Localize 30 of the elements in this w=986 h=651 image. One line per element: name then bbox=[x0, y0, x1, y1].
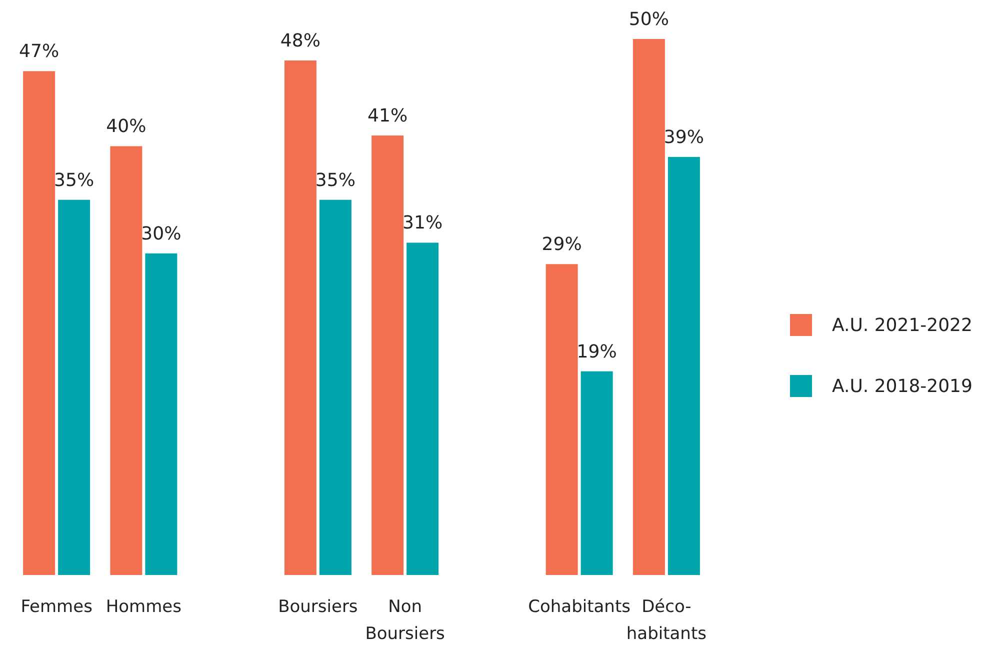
data-label: 39% bbox=[664, 126, 704, 148]
bar bbox=[23, 71, 56, 575]
bar bbox=[58, 200, 90, 575]
data-label: 19% bbox=[576, 341, 617, 362]
data-label: 48% bbox=[280, 30, 320, 52]
bar bbox=[668, 156, 700, 575]
x-tick-label: Boursiers bbox=[278, 597, 358, 617]
data-label: 41% bbox=[368, 105, 408, 126]
data-label: 47% bbox=[19, 41, 60, 62]
legend-label: A.U. 2018-2019 bbox=[832, 376, 972, 397]
data-label: 35% bbox=[315, 170, 356, 191]
x-tick-label: Hommes bbox=[106, 597, 182, 617]
data-label: 50% bbox=[628, 9, 669, 30]
legend-label: A.U. 2021-2022 bbox=[832, 315, 972, 336]
data-label: 31% bbox=[402, 212, 443, 234]
bar bbox=[406, 242, 439, 575]
bar bbox=[110, 146, 142, 575]
bar bbox=[319, 200, 352, 575]
x-tick-label: Non Boursiers bbox=[365, 597, 446, 644]
bar bbox=[580, 371, 613, 575]
bar bbox=[546, 264, 578, 575]
bar bbox=[145, 253, 178, 575]
bar bbox=[632, 39, 665, 575]
bar bbox=[372, 135, 404, 575]
data-label: 29% bbox=[542, 234, 582, 256]
data-label: 35% bbox=[54, 170, 94, 191]
x-tick-label: Femmes bbox=[20, 597, 93, 617]
bar bbox=[284, 60, 316, 575]
data-label: 40% bbox=[106, 116, 146, 138]
data-label: 30% bbox=[141, 223, 182, 244]
